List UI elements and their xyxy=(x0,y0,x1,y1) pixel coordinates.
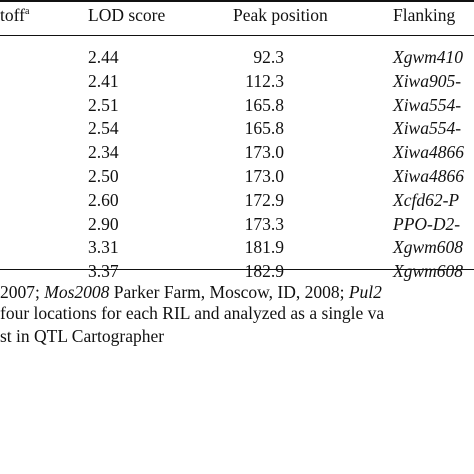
table-cell-flanking: Xiwa4866 xyxy=(393,166,464,186)
table-cell-lod: 3.37 xyxy=(88,261,119,282)
table-cell-lod: 2.60 xyxy=(88,189,119,210)
table-cell-lod: 2.50 xyxy=(88,166,119,186)
footnote-line-3: st in QTL Cartographer xyxy=(0,326,165,346)
table-header-rule xyxy=(0,35,474,37)
table-cell-lod: 2.54 xyxy=(88,118,119,139)
table-cell-peak: 165.8 xyxy=(244,94,284,115)
table-top-rule xyxy=(0,0,474,2)
table-cell-lod: 2.41 xyxy=(88,70,119,91)
table-cell-flanking: Xgwm608 xyxy=(393,261,463,282)
table-cell-lod: 2.34 xyxy=(88,142,119,163)
table-cell-peak: 173.3 xyxy=(244,213,284,234)
header-lod-score: LOD score xyxy=(88,5,166,25)
header-cutoff: toffa xyxy=(0,5,30,25)
table-cell-flanking: Xiwa905- xyxy=(393,70,462,91)
table-cell-flanking: Xiwa4866 xyxy=(393,142,464,163)
table-cell-peak: 112.3 xyxy=(245,70,284,91)
table-cell-peak: 165.8 xyxy=(244,118,284,139)
table-cell-peak: 172.9 xyxy=(244,189,284,210)
table-cell-lod: 2.51 xyxy=(88,94,119,115)
table-cell-flanking: Xcfd62-P xyxy=(393,189,460,210)
table-cell-peak: 182.9 xyxy=(244,261,284,282)
table-bottom-rule xyxy=(0,269,474,271)
table-cell-flanking: Xgwm608 xyxy=(393,237,463,258)
table-cell-peak: 92.3 xyxy=(253,47,284,67)
table-cell-lod: 2.44 xyxy=(88,47,119,67)
header-peak-position: Peak position xyxy=(233,5,328,25)
table-cell-lod: 3.31 xyxy=(88,237,119,258)
table-cell-flanking: PPO-D2- xyxy=(393,213,461,234)
footnote-line-1: 2007; Mos2008 Parker Farm, Moscow, ID, 2… xyxy=(0,282,382,302)
table-cell-peak: 173.0 xyxy=(244,142,284,163)
table-cell-peak: 181.9 xyxy=(244,237,284,258)
table-cell-flanking: Xiwa554- xyxy=(393,94,462,115)
table-cell-lod: 2.90 xyxy=(88,213,119,234)
table-cell-flanking: Xiwa554- xyxy=(393,118,462,139)
table-cell-peak: 173.0 xyxy=(244,166,284,186)
table-cell-flanking: Xgwm410 xyxy=(393,47,463,67)
footnote-line-2: four locations for each RIL and analyzed… xyxy=(0,303,385,323)
header-flanking: Flanking xyxy=(393,5,456,25)
